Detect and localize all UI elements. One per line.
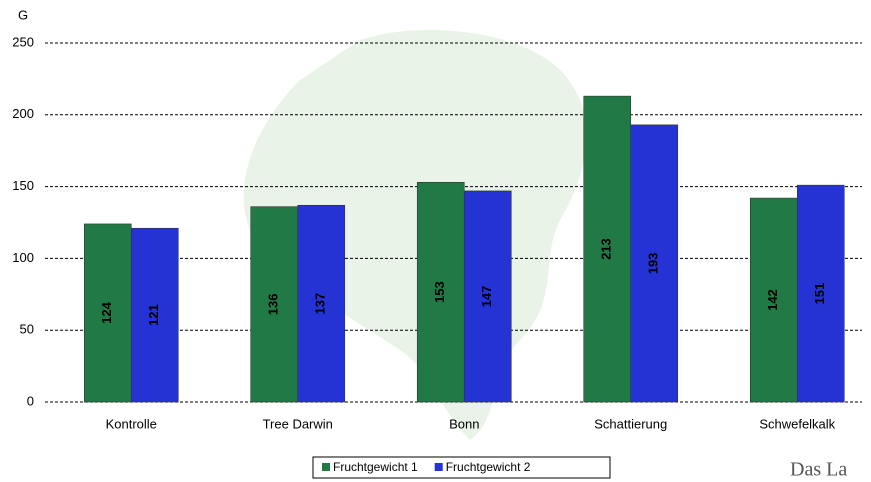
- bar: [416, 181, 465, 403]
- data-label: 213: [599, 238, 614, 260]
- bar: [630, 124, 679, 403]
- legend-label: Fruchtgewicht 2: [446, 460, 531, 474]
- data-label: 137: [313, 293, 328, 315]
- bar: [250, 206, 299, 403]
- data-label: 193: [646, 253, 661, 275]
- legend-box: [312, 456, 611, 479]
- data-label: 142: [765, 289, 780, 311]
- y-tick-label: 100: [12, 250, 34, 265]
- x-tick-label: Bonn: [449, 416, 479, 431]
- y-tick-label: 250: [12, 34, 34, 49]
- data-label: 121: [146, 304, 161, 326]
- bar: [463, 190, 512, 403]
- logo-text: Das La: [790, 459, 847, 481]
- bar: [130, 227, 179, 403]
- x-tick-label: Tree Darwin: [263, 416, 333, 431]
- y-tick-label: 150: [12, 178, 34, 193]
- bar: [297, 204, 346, 403]
- data-label: 124: [99, 301, 114, 323]
- data-label: 153: [432, 281, 447, 303]
- legend-swatch: [434, 463, 443, 471]
- data-label: 151: [812, 283, 827, 305]
- x-tick-label: Schattierung: [594, 416, 667, 431]
- x-tick-label: Schwefelkalk: [759, 416, 835, 431]
- data-label: 147: [479, 286, 494, 308]
- y-axis-label: G: [18, 7, 28, 22]
- x-tick-label: Kontrolle: [106, 416, 157, 431]
- y-tick-label: 200: [12, 106, 34, 121]
- y-tick-label: 0: [27, 393, 34, 408]
- data-label: 136: [266, 294, 281, 316]
- legend-label: Fruchtgewicht 1: [333, 460, 418, 474]
- y-tick-label: 50: [20, 322, 34, 337]
- bar: [796, 184, 845, 403]
- legend-swatch: [322, 463, 330, 471]
- bar: [583, 95, 632, 403]
